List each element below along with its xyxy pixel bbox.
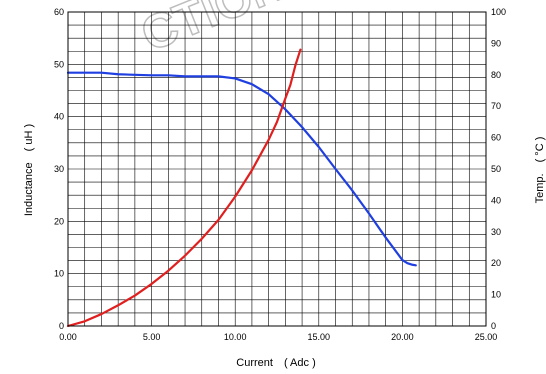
temperature-curve [66,48,302,328]
plot-frame [67,11,487,327]
y-right-tick-label: 80 [491,70,501,80]
y-left-tick-label: 40 [54,112,64,122]
x-tick-label: 5.00 [143,332,161,342]
y-right-tick-label: 10 [491,290,501,300]
x-tick-labels: 0.00 5.00 10.00 15.00 20.00 25.00 [59,332,497,342]
y-right-tick-label: 0 [491,321,496,331]
y-right-tick-label: 90 [491,38,501,48]
x-tick-label: 20.00 [391,332,414,342]
y-left-tick-label: 20 [54,216,64,226]
x-tick-label: 0.00 [59,332,77,342]
y-right-tick-label: 100 [491,7,506,17]
y-left-tick-labels: 0 10 20 30 40 50 60 [54,7,64,331]
y-right-tick-label: 60 [491,133,501,143]
y-left-tick-label: 10 [54,269,64,279]
y-right-axis-title: Temp. ( °C ) [534,137,546,204]
y-left-axis-title: Inductance ( uH ) [23,124,35,216]
y-left-tick-label: 0 [59,321,64,331]
plot-border [67,11,487,327]
y-right-tick-label: 40 [491,195,501,205]
y-left-tick-label: 50 [54,59,64,69]
x-tick-label: 10.00 [224,332,247,342]
y-right-tick-labels: 0 10 20 30 40 50 60 70 80 90 100 [491,7,506,331]
inductance-curve [66,71,417,267]
y-right-tick-label: 70 [491,101,501,111]
y-right-tick-label: 20 [491,258,501,268]
grid [68,12,486,326]
y-left-tick-label: 60 [54,7,64,17]
x-tick-label: 25.00 [475,332,498,342]
x-axis-title: Current ( Adc ) [236,357,315,369]
y-left-tick-label: 30 [54,164,64,174]
y-right-tick-label: 50 [491,164,501,174]
x-tick-label: 15.00 [308,332,331,342]
series-layer [66,48,417,328]
y-right-tick-label: 30 [491,227,501,237]
